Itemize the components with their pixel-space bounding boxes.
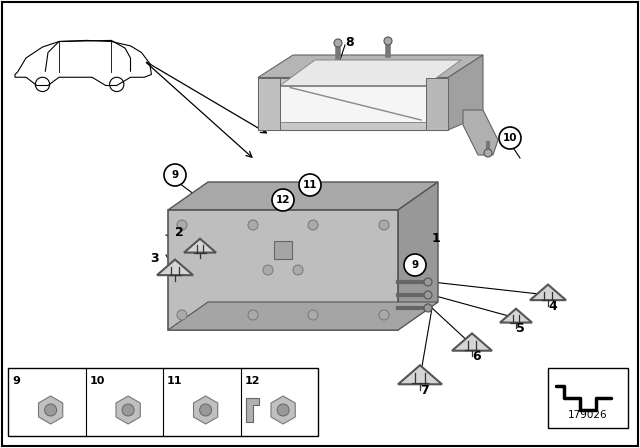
Circle shape — [293, 265, 303, 275]
FancyBboxPatch shape — [168, 210, 398, 330]
Circle shape — [334, 39, 342, 47]
Circle shape — [424, 278, 432, 286]
Circle shape — [379, 310, 389, 320]
Text: 1: 1 — [432, 232, 441, 245]
Circle shape — [424, 291, 432, 299]
Text: 2: 2 — [175, 225, 184, 238]
Text: 9: 9 — [172, 170, 179, 180]
Text: 12: 12 — [276, 195, 291, 205]
Polygon shape — [398, 365, 442, 384]
Polygon shape — [426, 78, 448, 130]
Polygon shape — [184, 239, 216, 253]
Text: 9: 9 — [12, 376, 20, 386]
Text: 11: 11 — [303, 180, 317, 190]
Text: 12: 12 — [244, 376, 260, 386]
Polygon shape — [168, 302, 438, 330]
Circle shape — [272, 189, 294, 211]
Polygon shape — [448, 55, 483, 130]
Text: 5: 5 — [516, 322, 525, 335]
Text: 9: 9 — [412, 260, 419, 270]
Circle shape — [499, 127, 521, 149]
Polygon shape — [398, 182, 438, 330]
Text: 179026: 179026 — [568, 410, 608, 420]
Circle shape — [308, 220, 318, 230]
Circle shape — [263, 265, 273, 275]
Circle shape — [248, 220, 258, 230]
Text: 6: 6 — [472, 349, 481, 362]
Circle shape — [122, 404, 134, 416]
Circle shape — [45, 404, 56, 416]
Text: 10: 10 — [90, 376, 105, 386]
Circle shape — [164, 164, 186, 186]
Polygon shape — [38, 396, 63, 424]
Polygon shape — [116, 396, 140, 424]
Polygon shape — [280, 60, 461, 86]
Circle shape — [404, 254, 426, 276]
Polygon shape — [280, 86, 426, 122]
Text: 3: 3 — [150, 251, 159, 264]
Circle shape — [424, 304, 432, 312]
Circle shape — [384, 37, 392, 45]
Polygon shape — [258, 78, 280, 130]
Text: 11: 11 — [167, 376, 182, 386]
Circle shape — [200, 404, 212, 416]
Circle shape — [177, 220, 187, 230]
FancyBboxPatch shape — [274, 241, 292, 259]
FancyBboxPatch shape — [548, 368, 628, 428]
Circle shape — [484, 149, 492, 157]
Text: 10: 10 — [503, 133, 517, 143]
Polygon shape — [193, 396, 218, 424]
Text: 4: 4 — [548, 300, 557, 313]
Text: 8: 8 — [345, 35, 354, 48]
Circle shape — [277, 404, 289, 416]
Text: 7: 7 — [420, 383, 429, 396]
Circle shape — [299, 174, 321, 196]
Circle shape — [248, 310, 258, 320]
Circle shape — [379, 220, 389, 230]
FancyBboxPatch shape — [8, 368, 318, 436]
Polygon shape — [157, 259, 193, 275]
Circle shape — [308, 310, 318, 320]
Circle shape — [177, 310, 187, 320]
Polygon shape — [168, 182, 438, 210]
Polygon shape — [246, 398, 259, 422]
Polygon shape — [463, 110, 498, 155]
Polygon shape — [500, 309, 532, 323]
Polygon shape — [530, 284, 566, 300]
Polygon shape — [271, 396, 295, 424]
Polygon shape — [258, 55, 483, 78]
Polygon shape — [452, 333, 492, 351]
Polygon shape — [258, 78, 448, 130]
